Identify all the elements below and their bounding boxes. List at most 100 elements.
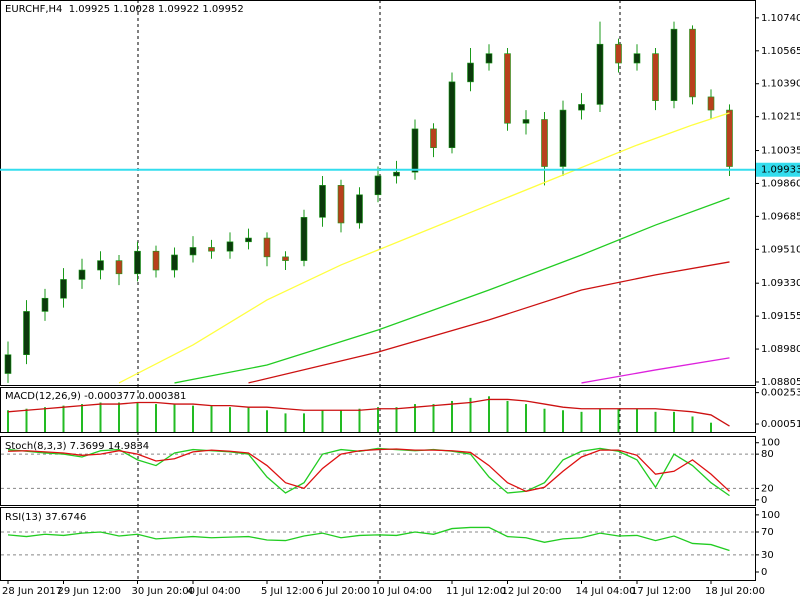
histogram-bar (562, 410, 564, 432)
y-tick-label: 100 (761, 438, 780, 449)
histogram-bar (377, 407, 379, 432)
histogram-bar (99, 402, 102, 432)
y-tick-label: 70 (761, 527, 774, 538)
candle-body (541, 119, 548, 167)
candle-body (263, 237, 271, 258)
candle-body (652, 53, 659, 101)
candle-body (670, 28, 678, 101)
candle-body (41, 297, 49, 312)
candle-body (282, 256, 289, 261)
y-tick-label: 1.10035 (761, 146, 800, 157)
x-tick-label: 5 Jul 12:00 (261, 586, 315, 597)
candle-body (726, 109, 733, 167)
histogram-bar (506, 400, 509, 432)
candle-body (707, 96, 715, 111)
candle-body (504, 53, 511, 124)
histogram-bar (210, 405, 213, 432)
histogram-bar (25, 408, 28, 432)
histogram-bar (118, 402, 120, 432)
histogram-bar (229, 407, 231, 432)
y-tick-label: 0 (761, 567, 767, 578)
panel-title: RSI(13) 37.6746 (5, 512, 86, 523)
histogram-bar (580, 411, 583, 432)
y-tick-label: 1.09510 (761, 244, 800, 255)
histogram-bar (303, 413, 305, 432)
histogram-bar (173, 404, 176, 432)
candle-body (337, 185, 345, 224)
y-tick-label: 20 (761, 483, 774, 494)
histogram-bar (136, 402, 139, 432)
y-tick-label: 1.09330 (761, 278, 800, 289)
candle-body (633, 53, 641, 64)
candle-body (485, 53, 493, 64)
histogram-bar (673, 411, 675, 432)
histogram-bar (44, 407, 46, 432)
histogram-bar (617, 408, 620, 432)
histogram-bar (654, 411, 657, 432)
plot-area (1, 526, 755, 556)
candle-body (411, 128, 419, 173)
panel-title: Stoch(8,3,3) 7.3699 14.9834 (5, 441, 149, 452)
candle-body (4, 354, 12, 374)
candle-body (134, 250, 141, 275)
candle-body (522, 119, 530, 124)
candle-body (467, 62, 474, 83)
histogram-bar (395, 407, 398, 432)
y-tick-label: 0.000515 (761, 419, 800, 430)
x-tick-label: 29 Jun 12:00 (58, 586, 122, 597)
candle-body (559, 109, 567, 167)
candle-body (226, 241, 234, 252)
y-tick-label: 30 (761, 550, 774, 561)
plot-area (7, 396, 730, 432)
candle-body (189, 247, 197, 256)
y-tick-label: 1.08980 (761, 344, 800, 355)
histogram-bar (247, 407, 250, 432)
price-box (756, 162, 800, 177)
histogram-bar (284, 413, 287, 432)
indicator-line (248, 261, 730, 384)
histogram-bar (414, 404, 416, 432)
y-tick-label: 80 (761, 449, 774, 460)
candle-body (448, 81, 456, 149)
histogram-bar (710, 422, 712, 432)
indicator-line (7, 448, 730, 492)
candle-body (23, 311, 30, 356)
histogram-bar (266, 410, 268, 432)
candle-body (60, 279, 67, 299)
candle-body (393, 171, 400, 177)
y-tick-label: 1.09155 (761, 311, 800, 322)
x-tick-label: 28 Jun 2017 (2, 586, 62, 597)
candle-body (356, 194, 363, 224)
histogram-bar (636, 408, 638, 432)
y-tick-label: 1.10390 (761, 79, 800, 90)
candle-body (171, 254, 178, 271)
indicator-line (118, 112, 730, 384)
x-tick-label: 12 Jul 20:00 (502, 586, 562, 597)
candle-body (430, 128, 437, 149)
histogram-bar (469, 397, 472, 432)
x-tick-label: 10 Jul 04:00 (372, 586, 432, 597)
candle-body (615, 43, 622, 64)
x-tick-label: 14 Jul 04:00 (576, 586, 636, 597)
price-label: 1.09933 (761, 165, 800, 176)
candle-body (374, 175, 382, 196)
indicator-line (7, 398, 730, 427)
indicator-line (581, 357, 730, 384)
candle-body (115, 260, 123, 275)
x-tick-label: 18 Jul 20:00 (705, 586, 765, 597)
histogram-bar (543, 408, 546, 432)
histogram-bar (525, 404, 527, 432)
candle-body (78, 269, 86, 280)
histogram-bar (432, 404, 435, 432)
histogram-bar (358, 408, 361, 432)
histogram-bar (321, 410, 324, 432)
histogram-bar (155, 404, 157, 432)
y-tick-label: 1.10565 (761, 46, 800, 57)
histogram-bar (192, 405, 194, 432)
y-tick-label: 1.10740 (761, 13, 800, 24)
candle-body (208, 247, 215, 252)
histogram-bar (451, 400, 453, 432)
histogram-bar (488, 396, 490, 432)
y-tick-label: 1.09860 (761, 178, 800, 189)
